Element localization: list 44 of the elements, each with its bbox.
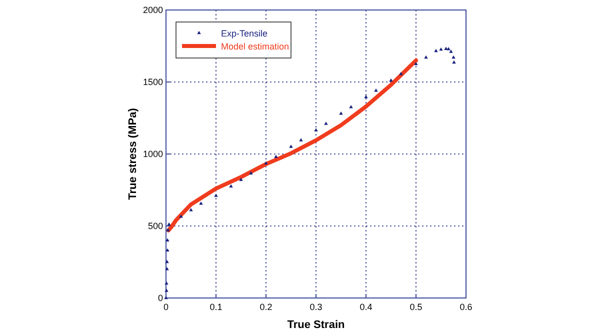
- point: [239, 178, 243, 181]
- y-tick-label: 1500: [142, 77, 163, 87]
- x-tick-label: 0.6: [460, 302, 472, 312]
- point: [339, 112, 343, 115]
- point: [166, 248, 170, 252]
- point: [434, 48, 438, 52]
- point: [424, 55, 428, 59]
- point: [166, 228, 170, 232]
- point: [214, 194, 218, 197]
- y-tick-label: 0: [158, 293, 163, 303]
- line-series: [166, 58, 418, 232]
- point: [389, 78, 393, 82]
- point: [164, 288, 168, 292]
- y-tick-label: 2000: [142, 5, 163, 15]
- y-axis-title: True stress (MPa): [127, 108, 139, 200]
- legend-label: Exp-Tensile: [221, 28, 268, 38]
- x-tick-label: 0.3: [310, 302, 322, 312]
- point: [324, 122, 328, 125]
- point: [314, 128, 318, 132]
- legend-label: Model estimation: [221, 42, 290, 52]
- point: [274, 154, 278, 158]
- y-tick-label: 1000: [142, 149, 163, 159]
- point: [165, 260, 169, 264]
- x-tick-label: 0.1: [210, 302, 222, 312]
- x-axis-title: True Strain: [287, 319, 346, 331]
- point: [167, 222, 171, 226]
- x-tick-label: 0.2: [260, 302, 272, 312]
- point: [229, 184, 233, 188]
- x-tick-label: 0.4: [360, 302, 372, 312]
- point: [449, 50, 453, 53]
- point: [264, 161, 268, 164]
- point: [349, 105, 353, 108]
- x-tick-label: 0.5: [410, 302, 422, 312]
- point: [165, 267, 169, 270]
- point: [452, 55, 456, 59]
- point: [166, 238, 170, 242]
- point: [199, 202, 203, 205]
- point: [289, 144, 293, 148]
- point: [452, 60, 456, 64]
- point: [249, 171, 253, 175]
- point: [399, 72, 403, 76]
- point: [299, 138, 303, 142]
- y-tick-label: 500: [148, 221, 163, 231]
- point: [414, 62, 418, 66]
